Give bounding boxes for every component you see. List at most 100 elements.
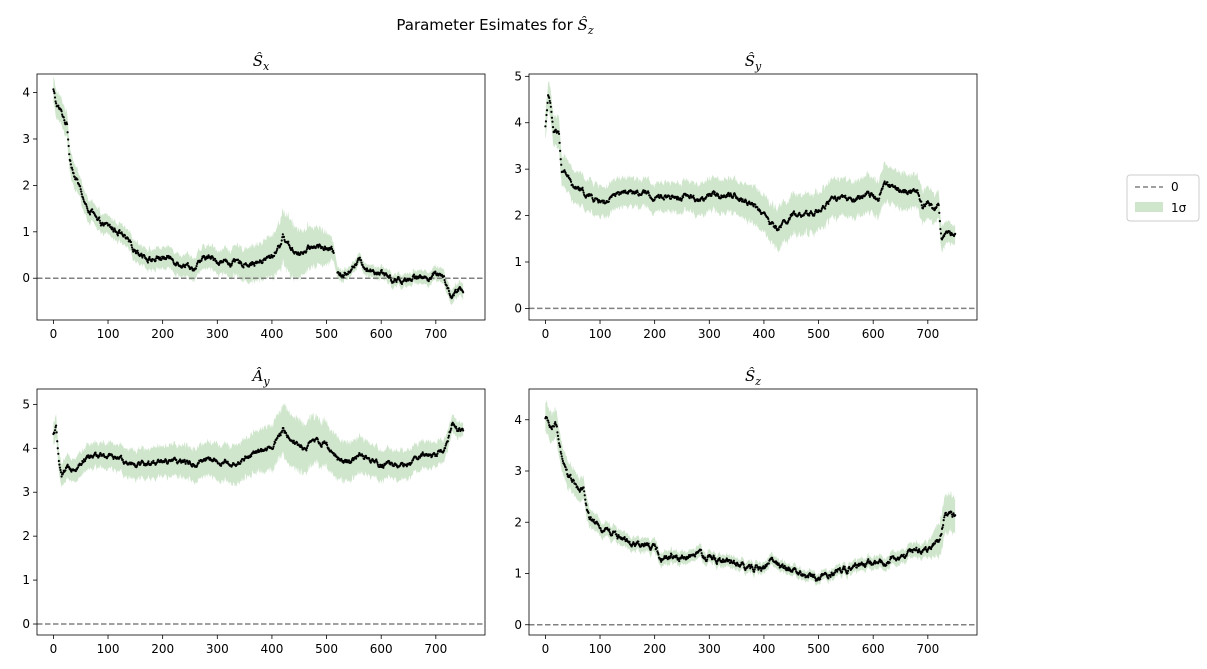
data-point	[789, 216, 792, 219]
data-point	[653, 198, 656, 201]
data-point	[63, 119, 66, 122]
x-tick-label: 700	[916, 327, 939, 341]
data-point	[939, 232, 943, 235]
data-point	[781, 563, 784, 566]
x-tick-label: 0	[50, 642, 58, 656]
data-point	[897, 187, 900, 190]
data-point	[360, 261, 363, 264]
data-point	[664, 194, 667, 197]
data-point	[943, 516, 946, 519]
x-tick-label: 400	[260, 327, 283, 341]
data-point	[873, 559, 876, 562]
data-point	[320, 445, 323, 448]
x-tick-label: 100	[97, 327, 120, 341]
data-point	[545, 109, 549, 112]
x-tick-label: 300	[698, 642, 721, 656]
data-point	[582, 191, 585, 194]
data-point	[276, 247, 279, 250]
data-point	[775, 561, 779, 564]
x-tick-label: 200	[643, 642, 666, 656]
data-point	[288, 244, 291, 247]
data-point	[80, 193, 83, 196]
data-point	[593, 199, 596, 202]
x-tick-label: 100	[589, 642, 612, 656]
data-point	[230, 262, 234, 265]
data-point	[102, 452, 105, 456]
y-tick-label: 2	[22, 529, 30, 543]
data-point	[356, 261, 359, 264]
data-point	[387, 276, 390, 279]
data-point	[713, 191, 716, 194]
data-point	[62, 116, 65, 119]
data-points	[52, 421, 465, 478]
axes-frame	[528, 73, 978, 321]
data-point	[76, 178, 79, 181]
x-tick-label: 200	[151, 642, 174, 656]
data-point	[332, 251, 335, 254]
data-point	[808, 214, 811, 217]
data-point	[253, 264, 256, 267]
data-point	[554, 128, 557, 131]
data-point	[924, 546, 927, 549]
data-point	[597, 524, 601, 527]
data-point	[832, 573, 835, 576]
data-point	[307, 245, 311, 248]
data-point	[544, 120, 548, 123]
data-point	[332, 249, 335, 252]
sigma-band	[53, 402, 464, 488]
data-point	[54, 100, 57, 103]
data-point	[334, 453, 337, 456]
data-point	[937, 203, 940, 207]
data-point	[608, 531, 611, 534]
data-point	[904, 189, 908, 192]
data-point	[140, 252, 143, 255]
x-tick-label: 700	[424, 642, 447, 656]
data-point	[281, 429, 284, 432]
data-point	[60, 110, 63, 113]
data-point	[152, 459, 155, 462]
data-point	[915, 546, 918, 549]
data-point	[637, 540, 640, 543]
data-point	[444, 281, 447, 284]
data-point	[417, 457, 420, 461]
data-point	[857, 194, 861, 198]
data-point	[325, 441, 328, 444]
data-point	[553, 425, 556, 428]
data-point	[276, 436, 279, 440]
data-point	[705, 195, 708, 198]
data-point	[846, 569, 850, 572]
data-point	[358, 256, 361, 259]
data-point	[145, 258, 148, 261]
data-point	[730, 559, 733, 562]
data-point	[798, 211, 801, 214]
data-point	[442, 449, 446, 452]
data-point	[239, 462, 242, 465]
data-point	[779, 226, 782, 229]
data-point	[442, 275, 446, 278]
data-point	[375, 458, 378, 461]
data-point	[346, 273, 349, 276]
x-tick-label: 400	[752, 642, 775, 656]
data-point	[53, 91, 56, 95]
data-point	[354, 457, 358, 460]
data-point	[183, 458, 186, 461]
data-point	[447, 436, 450, 439]
data-point	[71, 168, 74, 171]
data-point	[230, 264, 233, 267]
y-tick-label: 0	[514, 618, 522, 632]
data-point	[79, 185, 82, 188]
x-tick-label: 300	[698, 327, 721, 341]
data-point	[920, 552, 923, 555]
data-point	[905, 552, 909, 555]
subplot-title: Ŝy	[745, 52, 762, 73]
data-point	[413, 277, 417, 280]
data-point	[833, 571, 837, 574]
data-point	[951, 515, 954, 518]
data-point	[942, 519, 945, 522]
data-point	[560, 452, 563, 455]
y-tick-label: 2	[514, 515, 522, 529]
data-point	[378, 273, 381, 276]
data-point	[305, 250, 308, 253]
data-point	[98, 216, 101, 219]
data-point	[120, 454, 123, 457]
